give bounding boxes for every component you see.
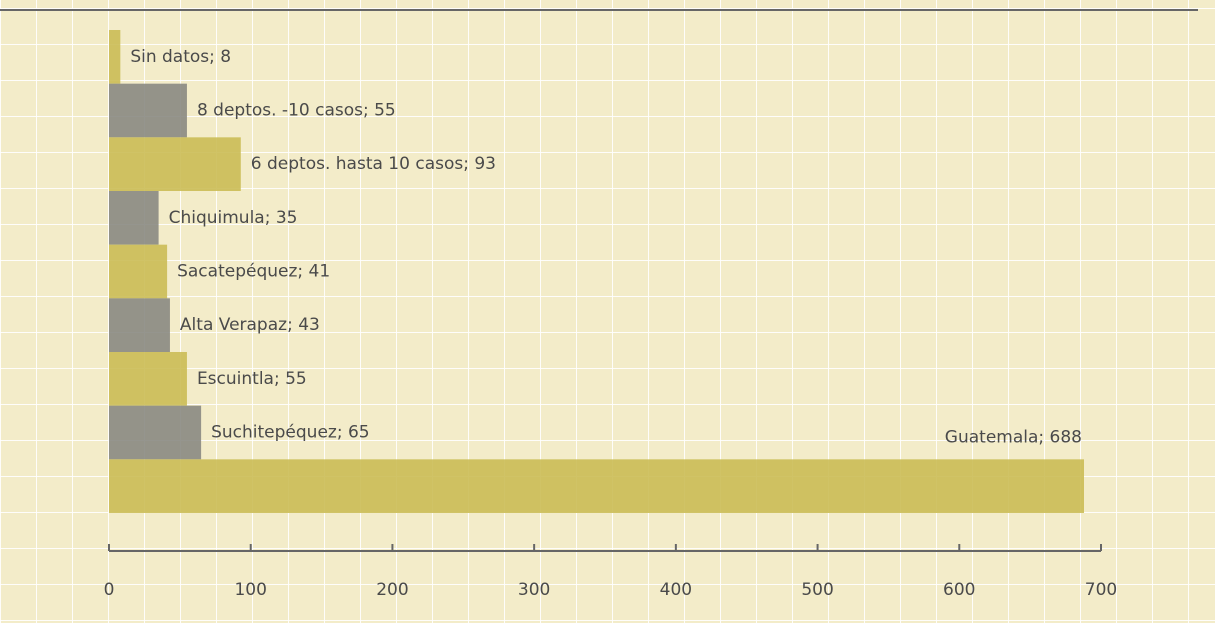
data-label: 8 deptos. -10 casos; 55 (197, 101, 396, 121)
data-label: 6 deptos. hasta 10 casos; 93 (251, 154, 496, 174)
bar (109, 244, 168, 299)
x-tick-label: 700 (1085, 580, 1117, 600)
bar (109, 83, 187, 138)
bar (109, 137, 241, 191)
x-tick-label: 400 (660, 580, 692, 600)
data-label: Chiquimula; 35 (169, 208, 298, 228)
data-label: Escuintla; 55 (197, 369, 307, 389)
x-tick-label: 200 (376, 580, 408, 600)
data-label: Sacatepéquez; 41 (177, 262, 330, 282)
x-tick-label: 300 (518, 580, 550, 600)
data-label: Alta Verapaz; 43 (180, 315, 320, 335)
x-tick-label: 500 (801, 580, 833, 600)
x-tick-label: 0 (104, 580, 115, 600)
x-tick-label: 600 (943, 580, 975, 600)
x-tick-label: 100 (234, 580, 266, 600)
bar (109, 352, 187, 406)
bar (109, 298, 170, 352)
bar (109, 459, 1084, 513)
bar (109, 405, 202, 460)
data-label: Suchitepéquez; 65 (211, 423, 370, 443)
bar (109, 30, 121, 84)
data-label: Sin datos; 8 (130, 47, 231, 67)
bar (109, 191, 159, 245)
data-label: Guatemala; 688 (945, 427, 1082, 447)
